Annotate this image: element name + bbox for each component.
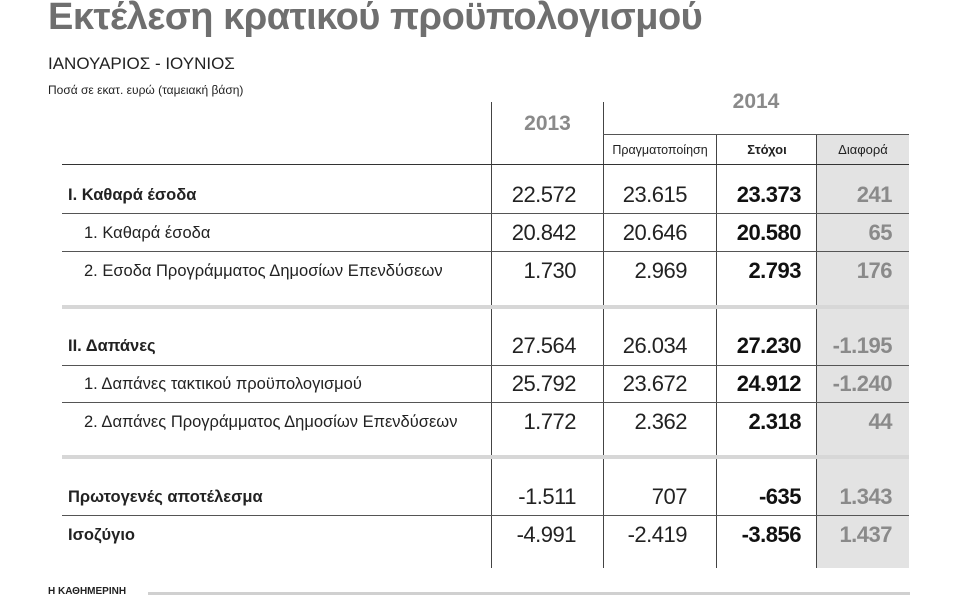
row-label: 1. Δαπάνες τακτικού προϋπολογισμού [84,375,362,393]
column-divider-targets [716,135,717,568]
value-realization: 23.672 [622,371,688,396]
value-target: 27.230 [736,333,802,358]
value-target: 2.318 [748,409,801,434]
value-2013: 22.572 [511,182,577,207]
source-credit: Η ΚΑΘΗΜΕΡΙΝΗ [48,586,127,597]
difference-column-shading [817,135,909,568]
row-label: Ισοζύγιο [68,526,135,544]
table-row: 1. Καθαρά έσοδα 20.842 20.646 20.580 65 [60,214,909,252]
subheader-divider [603,134,909,135]
value-realization: 707 [651,484,688,509]
units-note: Ποσά σε εκατ. ευρώ (ταμειακή βάση) [48,83,244,97]
row-rule [62,365,909,366]
row-rule [62,402,909,403]
value-realization: 2.362 [634,409,687,434]
value-2013: -1.511 [518,484,576,509]
row-rule [62,251,909,252]
row-rule [62,213,909,214]
table-row: 2. Εσοδα Προγράμματος Δημοσίων Επενδύσεω… [60,252,909,290]
period-subtitle: ΙΑΝΟΥΑΡΙΟΣ - ΙΟΥΝΙΟΣ [48,54,235,73]
value-target: 23.373 [736,182,802,207]
row-label: 1. Καθαρά έσοδα [84,224,211,242]
section-separator [62,455,909,459]
footer-rule [148,592,910,595]
header-year-2013: 2013 [524,112,571,135]
table-row: 2. Δαπάνες Προγράμματος Δημοσίων Επενδύσ… [60,403,909,441]
table-row: Πρωτογενές αποτέλεσμα -1.511 707 -635 1.… [60,478,909,516]
value-difference: 1.343 [839,484,892,509]
value-2013: 27.564 [511,333,577,358]
value-difference: 44 [868,409,893,434]
value-realization: 2.969 [634,258,687,283]
value-difference: -1.195 [832,333,893,358]
section-separator [62,305,909,309]
row-label: ΙΙ. Δαπάνες [68,337,156,355]
row-label: Πρωτογενές αποτέλεσμα [68,488,263,506]
value-target: -635 [758,484,802,509]
row-label: 2. Εσοδα Προγράμματος Δημοσίων Επενδύσεω… [84,262,443,280]
header-difference: Διαφορά [838,142,888,157]
value-2013: -4.991 [516,522,577,547]
column-divider-2014 [603,102,604,568]
header-realization: Πραγματοποίηση [612,143,708,157]
value-target: 20.580 [736,220,802,245]
header-year-2014: 2014 [732,90,780,113]
value-realization: -2.419 [627,522,688,547]
value-difference: 65 [868,220,893,245]
row-label: 2. Δαπάνες Προγράμματος Δημοσίων Επενδύσ… [84,413,458,431]
page-title: Εκτέλεση κρατικού προϋπολογισμού [48,0,703,38]
value-difference: 1.437 [839,522,892,547]
table-row: 1. Δαπάνες τακτικού προϋπολογισμού 25.79… [60,365,909,403]
value-target: 2.793 [748,258,801,283]
row-label: Ι. Καθαρά έσοδα [68,186,197,204]
value-2013: 1.730 [523,258,576,283]
value-difference: 176 [856,258,893,283]
row-rule [62,515,909,516]
value-difference: -1.240 [832,371,893,396]
value-realization: 23.615 [622,182,688,207]
header-rule [62,164,909,165]
value-realization: 26.034 [622,333,688,358]
value-2013: 25.792 [511,371,577,396]
value-difference: 241 [856,182,893,207]
table-row: ΙΙ. Δαπάνες 27.564 26.034 27.230 -1.195 [60,327,909,365]
column-divider-2013 [491,102,492,568]
value-2013: 1.772 [523,409,576,434]
value-2013: 20.842 [511,220,577,245]
column-divider-difference [816,135,817,568]
value-realization: 20.646 [622,220,688,245]
table-row: Ισοζύγιο -4.991 -2.419 -3.856 1.437 [60,516,909,554]
value-target: -3.856 [741,522,802,547]
value-target: 24.912 [736,371,802,396]
table-row: Ι. Καθαρά έσοδα 22.572 23.615 23.373 241 [60,176,909,214]
header-targets: Στόχοι [747,142,787,157]
